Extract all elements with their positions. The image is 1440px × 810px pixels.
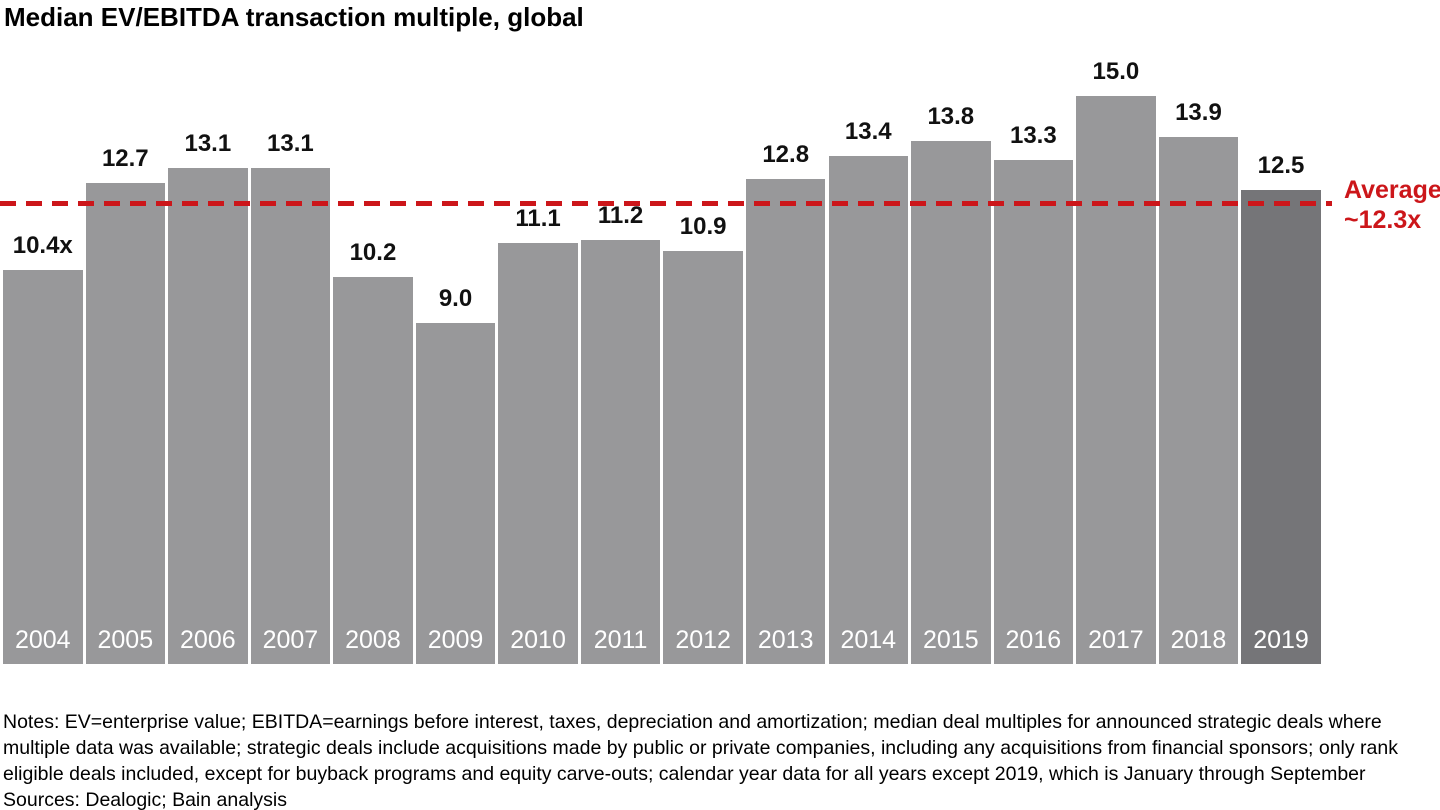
bar-value-label: 12.7 (101, 144, 149, 172)
chart-notes: Notes: EV=enterprise value; EBITDA=earni… (3, 709, 1398, 810)
bar-year-label: 2017 (1088, 626, 1144, 654)
notes-line: Notes: EV=enterprise value; EBITDA=earni… (3, 711, 1382, 733)
bar-2010: 11.1 2010 (498, 205, 578, 664)
bar-value-label: 13.1 (267, 129, 314, 157)
bar-year-label: 2013 (757, 626, 814, 654)
bar-year-label: 2006 (180, 626, 236, 654)
bar-2006: 13.1 2006 (168, 130, 248, 664)
bar-value-label: 10.2 (349, 239, 397, 267)
bar-value-label: 10.4x (12, 231, 73, 259)
notes-line: multiple data was available; strategic d… (3, 737, 1398, 759)
bar-value-label: 13.3 (1009, 121, 1057, 149)
bar-2005: 12.7 2005 (85, 145, 166, 664)
bar-2012: 10.9 2012 (663, 213, 743, 664)
bar-year-label: 2007 (262, 626, 319, 654)
bar-value-label: 10.9 (679, 212, 727, 240)
bar-year-label: 2011 (593, 626, 648, 654)
bar-year-label: 2010 (510, 626, 566, 654)
bar-year-label: 2005 (97, 626, 154, 654)
bar-value-label: 13.8 (927, 102, 975, 130)
bar-year-label: 2014 (840, 626, 897, 654)
bar-year-label: 2015 (922, 626, 979, 654)
notes-line: eligible deals included, except for buyb… (3, 763, 1366, 785)
bar-2019: 12.5 2019 (1241, 152, 1321, 664)
bar-value-label: 13.9 (1175, 99, 1222, 127)
bar-2007: 13.1 2007 (250, 130, 331, 664)
bar-2011: 11.2 2011 (580, 202, 661, 664)
average-label: Average ~12.3x (1344, 175, 1440, 235)
average-line (0, 201, 1332, 207)
bar-value-label: 12.5 (1257, 152, 1305, 180)
bar-value-label: 13.4 (844, 118, 892, 146)
bar-year-label: 2004 (14, 626, 71, 654)
bar-year-label: 2012 (675, 626, 731, 654)
average-label-text: Average (1344, 175, 1440, 204)
bar-2009: 9.0 2009 (415, 285, 496, 664)
bar-2017: 15.0 2017 (1076, 58, 1156, 664)
chart-title: Median EV/EBITDA transaction multiple, g… (4, 2, 584, 32)
bar-year-label: 2009 (427, 626, 484, 654)
bar-year-label: 2019 (1253, 626, 1309, 654)
bar-chart: 10.4x 2004 12.7 2005 13.1 2006 13.1 2007 10.2 200… (0, 58, 1440, 664)
bar-year-label: 2008 (345, 626, 401, 654)
bar-2014: 13.4 2014 (828, 118, 908, 664)
bar-value-label: 15.0 (1092, 57, 1140, 85)
bar-year-label: 2018 (1170, 626, 1227, 654)
bar-2016: 13.3 2016 (993, 122, 1074, 664)
bar-2008: 10.2 2008 (333, 239, 413, 664)
bar-2004: 10.4x 2004 (3, 232, 83, 664)
sources-line: Sources: Dealogic; Bain analysis (3, 789, 287, 810)
bar-2015: 13.8 2015 (911, 103, 991, 664)
average-value-text: ~12.3x (1344, 205, 1422, 234)
bar-value-label: 13.1 (184, 129, 232, 157)
bar-2013: 12.8 2013 (745, 141, 826, 664)
bar-year-label: 2016 (1005, 626, 1062, 654)
bar-value-label: 11.1 (515, 205, 561, 233)
bar-value-label: 12.8 (762, 140, 810, 168)
bar-2018: 13.9 2018 (1158, 99, 1239, 664)
bar-value-label: 9.0 (438, 284, 473, 312)
